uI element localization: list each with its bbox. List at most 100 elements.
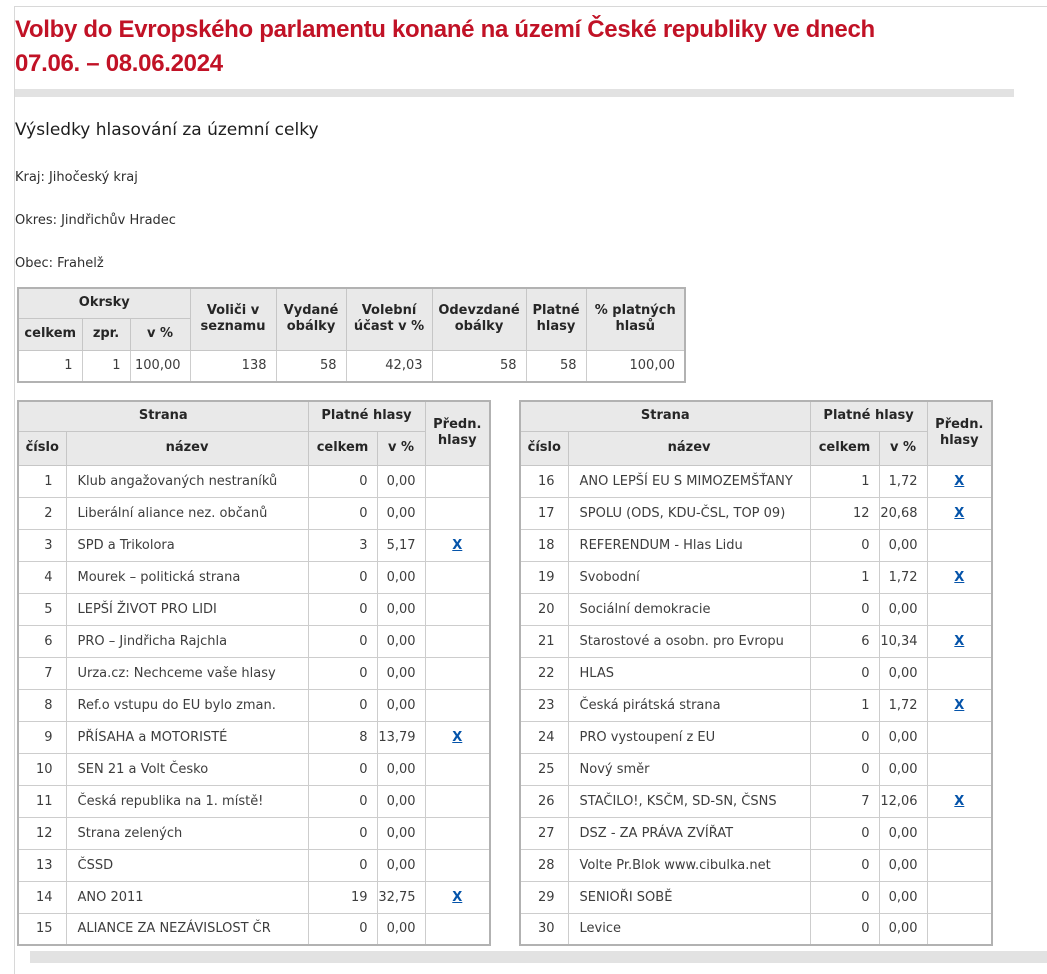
party-percent-cell: 0,00	[376, 560, 426, 594]
celkem-header: celkem	[809, 430, 880, 466]
party-total-votes-cell: 8	[307, 720, 378, 754]
district-line: Okres: Jindřichův Hradec	[15, 213, 176, 228]
table-row: 10 SEN 21 a Volt Česko 0 0,00	[17, 752, 491, 786]
party-pref-cell	[926, 528, 993, 562]
party-total-votes-cell: 0	[307, 592, 378, 626]
party-number-cell: 16	[519, 464, 569, 498]
party-name-cell: PRO – Jindřicha Rajchla	[65, 624, 309, 658]
party-number-cell: 24	[519, 720, 569, 754]
vpct-header: v %	[376, 430, 426, 466]
preferential-votes-link[interactable]: X	[954, 569, 965, 585]
preferential-votes-link[interactable]: X	[954, 505, 965, 521]
party-pref-cell	[926, 848, 993, 882]
party-percent-cell: 0,00	[376, 816, 426, 850]
party-percent-cell: 0,00	[376, 496, 426, 530]
table-row: 20 Sociální demokracie 0 0,00	[519, 592, 993, 626]
okrsky-zpr-header: zpr.	[81, 317, 131, 351]
party-pref-cell	[424, 560, 491, 594]
party-number-cell: 10	[17, 752, 67, 786]
party-pref-cell: X	[926, 624, 993, 658]
party-pref-cell	[424, 912, 491, 946]
party-pref-cell	[424, 688, 491, 722]
party-total-votes-cell: 0	[307, 912, 378, 946]
preferential-votes-link[interactable]: X	[452, 537, 463, 553]
party-percent-cell: 20,68	[878, 496, 928, 530]
table-row: 24 PRO vystoupení z EU 0 0,00	[519, 720, 993, 754]
party-percent-cell: 0,00	[376, 752, 426, 786]
preferential-votes-link[interactable]: X	[954, 473, 965, 489]
party-name-cell: Starostové a osobn. pro Evropu	[567, 624, 811, 658]
party-pref-cell	[424, 656, 491, 690]
party-name-cell: HLAS	[567, 656, 811, 690]
table-row: 13 ČSSD 0 0,00	[17, 848, 491, 882]
okrsky-zpr-value: 1	[81, 349, 131, 383]
table-row: 12 Strana zelených 0 0,00	[17, 816, 491, 850]
volebni-ucast-value: 42,03	[345, 349, 433, 383]
party-header-row-1: Strana Platné hlasy Předn. hlasy	[519, 400, 993, 466]
party-pref-cell	[424, 816, 491, 850]
preferential-votes-link[interactable]: X	[954, 697, 965, 713]
party-total-votes-cell: 0	[307, 784, 378, 818]
party-pref-cell	[926, 816, 993, 850]
party-header-row-2: číslo název celkem v %	[17, 430, 490, 466]
party-name-cell: Volte Pr.Blok www.cibulka.net	[567, 848, 811, 882]
volebni-ucast-header: Volební účast v %	[345, 287, 433, 351]
table-row: 11 Česká republika na 1. místě! 0 0,00	[17, 784, 491, 818]
party-percent-cell: 0,00	[878, 656, 928, 690]
party-name-cell: ANO LEPŠÍ EU S MIMOZEMŠŤANY	[567, 464, 811, 498]
table-row: 7 Urza.cz: Nechceme vaše hlasy 0 0,00	[17, 656, 491, 690]
party-percent-cell: 0,00	[376, 592, 426, 626]
party-name-cell: Česká pirátská strana	[567, 688, 811, 722]
party-percent-cell: 0,00	[376, 912, 426, 946]
preferential-votes-link[interactable]: X	[954, 633, 965, 649]
party-percent-cell: 0,00	[878, 880, 928, 914]
preferential-votes-link[interactable]: X	[954, 793, 965, 809]
table-row: 22 HLAS 0 0,00	[519, 656, 993, 690]
party-results-table-left: Strana Platné hlasy Předn. hlasy číslo n…	[17, 400, 492, 946]
preferential-votes-link[interactable]: X	[452, 729, 463, 745]
party-percent-cell: 0,00	[376, 656, 426, 690]
party-total-votes-cell: 0	[809, 880, 880, 914]
platne-hlasy-group-header: Platné hlasy	[809, 400, 928, 432]
table-row: 29 SENIOŘI SOBĚ 0 0,00	[519, 880, 993, 914]
table-row: 14 ANO 2011 19 32,75 X	[17, 880, 491, 914]
party-total-votes-cell: 0	[809, 592, 880, 626]
party-number-cell: 2	[17, 496, 67, 530]
party-total-votes-cell: 0	[307, 688, 378, 722]
party-number-cell: 29	[519, 880, 569, 914]
party-percent-cell: 0,00	[376, 624, 426, 658]
party-number-cell: 11	[17, 784, 67, 818]
party-name-cell: Ref.o vstupu do EU bylo zman.	[65, 688, 309, 722]
platne-hlasy-value: 58	[525, 349, 587, 383]
party-number-cell: 18	[519, 528, 569, 562]
party-number-cell: 28	[519, 848, 569, 882]
party-percent-cell: 0,00	[878, 720, 928, 754]
okrsky-celkem-value: 1	[17, 349, 83, 383]
party-total-votes-cell: 19	[307, 880, 378, 914]
preferential-votes-link[interactable]: X	[452, 889, 463, 905]
table-row: 6 PRO – Jindřicha Rajchla 0 0,00	[17, 624, 491, 658]
party-pref-cell	[926, 912, 993, 946]
party-name-cell: Svobodní	[567, 560, 811, 594]
party-pref-cell: X	[926, 688, 993, 722]
party-number-cell: 8	[17, 688, 67, 722]
party-name-cell: ČSSD	[65, 848, 309, 882]
party-name-cell: Česká republika na 1. místě!	[65, 784, 309, 818]
party-name-cell: Liberální aliance nez. občanů	[65, 496, 309, 530]
title-divider	[15, 89, 1014, 97]
party-pref-cell: X	[424, 880, 491, 914]
platne-hlasy-group-header: Platné hlasy	[307, 400, 426, 432]
summary-data-row: 1 1 100,00 138 58 42,03 58 58 100,00	[17, 349, 686, 383]
region-line: Kraj: Jihočeský kraj	[15, 170, 138, 185]
party-number-cell: 9	[17, 720, 67, 754]
party-name-cell: SENIOŘI SOBĚ	[567, 880, 811, 914]
party-percent-cell: 0,00	[878, 816, 928, 850]
page-title-line2: 07.06. – 08.06.2024	[15, 50, 223, 77]
okrsky-vpct-value: 100,00	[129, 349, 191, 383]
party-pref-cell: X	[926, 496, 993, 530]
party-percent-cell: 1,72	[878, 560, 928, 594]
party-pref-cell	[926, 752, 993, 786]
party-total-votes-cell: 12	[809, 496, 880, 530]
party-number-cell: 7	[17, 656, 67, 690]
celkem-header: celkem	[307, 430, 378, 466]
